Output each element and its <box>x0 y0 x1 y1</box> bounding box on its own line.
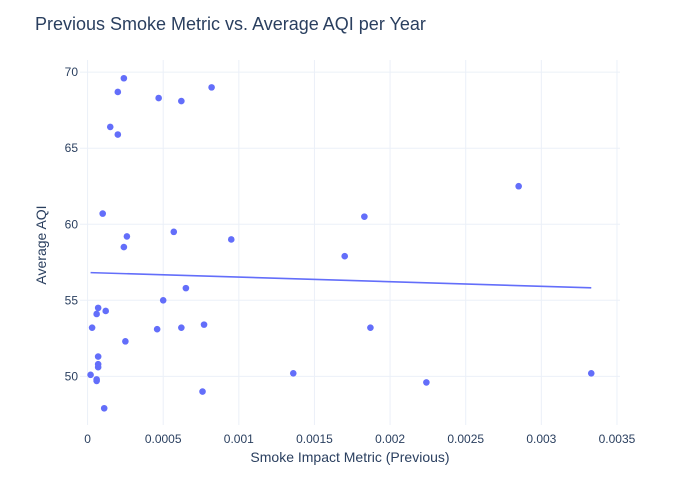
y-axis-label: Average AQI <box>33 205 49 284</box>
data-point[interactable] <box>123 233 131 240</box>
data-point[interactable] <box>93 310 100 318</box>
data-point[interactable] <box>170 228 178 236</box>
data-point[interactable] <box>515 182 522 190</box>
grid-layer <box>80 60 620 425</box>
data-point[interactable] <box>227 236 235 243</box>
x-tick-label: 0 <box>84 432 91 446</box>
data-point[interactable] <box>87 371 94 379</box>
x-tick-label: 0.0025 <box>447 432 484 446</box>
data-point[interactable] <box>120 243 128 251</box>
data-point[interactable] <box>94 353 102 360</box>
data-point[interactable] <box>423 379 430 386</box>
chart-title: Previous Smoke Metric vs. Average AQI pe… <box>35 14 426 34</box>
trendline-layer <box>90 271 592 289</box>
data-point[interactable] <box>94 304 102 312</box>
y-tick-label: 60 <box>65 217 79 231</box>
data-point[interactable] <box>93 377 100 385</box>
data-point[interactable] <box>153 325 161 333</box>
data-point[interactable] <box>208 84 215 91</box>
data-point[interactable] <box>94 363 102 371</box>
points-layer <box>87 74 595 412</box>
data-point[interactable] <box>99 210 106 217</box>
y-tick-label: 50 <box>65 369 79 383</box>
data-point[interactable] <box>178 97 185 105</box>
data-point[interactable] <box>114 88 122 96</box>
data-point[interactable] <box>587 369 595 377</box>
data-point[interactable] <box>114 131 122 138</box>
x-tick-label: 0.0005 <box>145 432 182 446</box>
data-point[interactable] <box>200 321 208 328</box>
x-tick-label: 0.001 <box>224 432 254 446</box>
data-point[interactable] <box>182 284 190 292</box>
data-point[interactable] <box>120 74 128 82</box>
data-point[interactable] <box>88 324 96 331</box>
data-point[interactable] <box>289 369 297 377</box>
data-point[interactable] <box>155 94 162 102</box>
data-point[interactable] <box>367 324 374 331</box>
trendline <box>90 271 592 289</box>
tick-labels: 0 0.0005 0.001 0.0015 0.002 0.0025 0.003 0.0035… <box>65 65 636 446</box>
x-tick-label: 0.0015 <box>296 432 333 446</box>
data-point[interactable] <box>361 213 368 220</box>
data-point[interactable] <box>159 296 167 304</box>
data-point[interactable] <box>106 123 114 131</box>
x-tick-label: 0.0035 <box>599 432 636 446</box>
data-point[interactable] <box>122 338 129 345</box>
data-point[interactable] <box>102 307 110 315</box>
y-tick-label: 70 <box>65 65 79 79</box>
data-point[interactable] <box>178 324 185 331</box>
x-tick-label: 0.003 <box>526 432 556 446</box>
y-tick-label: 55 <box>65 293 79 307</box>
x-tick-label: 0.002 <box>375 432 405 446</box>
data-point[interactable] <box>100 404 108 412</box>
data-point[interactable] <box>341 252 349 260</box>
y-tick-label: 65 <box>65 141 79 155</box>
x-axis-label: Smoke Impact Metric (Previous) <box>250 449 449 465</box>
data-point[interactable] <box>199 388 206 395</box>
